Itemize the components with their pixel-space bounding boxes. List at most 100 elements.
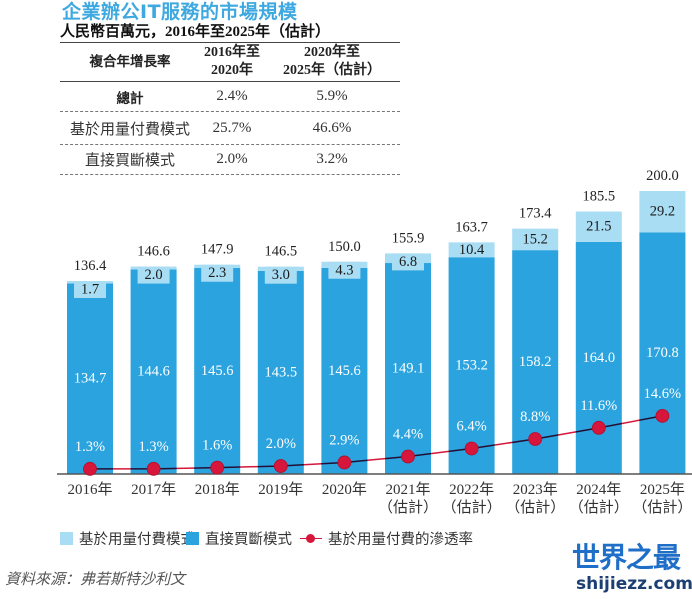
direct-purchase-value-label: 149.1	[392, 361, 425, 377]
penetration-rate-point	[591, 420, 606, 435]
bar-direct-purchase	[639, 232, 686, 474]
x-tick-label: 2017年	[131, 481, 176, 498]
row-value-period-1: 25.7%	[212, 119, 252, 136]
direct-purchase-value-label: 145.6	[328, 363, 361, 379]
direct-purchase-value-label: 134.7	[74, 371, 107, 387]
bar-direct-purchase	[257, 270, 304, 474]
table-row-total: 總計 2.4% 5.9%	[60, 82, 400, 112]
usage-based-value-label: 10.4	[459, 242, 485, 258]
labels-layer: 136.4 1.7 134.7 1.3% 146.6 2.0 144.6 1.3% 147.9 2…	[74, 168, 681, 455]
total-value-label: 146.6	[137, 244, 170, 260]
x-tick-label: 2023年	[513, 481, 558, 498]
legend-label: 基於用量付費模式	[79, 531, 195, 548]
cagr-table-header: 複合年增長率 2016年至 2020年 2020年至 2025年（估計）	[60, 43, 400, 82]
x-tick-label: 2022年	[449, 481, 494, 498]
bar-direct-purchase	[448, 257, 495, 474]
penetration-rate-point	[401, 449, 415, 464]
x-tick-label: 2020年	[322, 481, 367, 498]
legend-item-usage-based: 基於用量付費模式	[60, 528, 195, 548]
table-row-usage-based: 基於用量付費模式 25.7% 46.6%	[60, 112, 400, 145]
source-note: 資料來源：弗若斯特沙利文	[5, 572, 186, 588]
direct-purchase-value-label: 145.6	[201, 363, 234, 379]
legend-swatch-light-blue	[60, 531, 73, 545]
cagr-table: 複合年增長率 2016年至 2020年 2020年至 2025年（估計） 總計 …	[60, 42, 400, 175]
header-period-2: 2020年至 2025年（估計）	[264, 44, 400, 80]
bar-usage-based	[639, 191, 686, 233]
penetration-line-layer	[83, 408, 670, 476]
watermark-url: shijiezz.com	[576, 574, 692, 594]
bars-layer	[67, 191, 686, 474]
penetration-rate-label: 2.9%	[329, 432, 359, 448]
usage-label-box	[328, 261, 361, 279]
usage-based-value-label: 1.7	[81, 281, 99, 297]
watermark-brand: 世界之最	[572, 541, 681, 574]
usage-based-value-label: 2.3	[208, 265, 226, 281]
total-value-label: 173.4	[519, 206, 552, 222]
penetration-rate-point	[464, 441, 479, 456]
row-value-period-1: 2.0%	[216, 151, 248, 167]
x-tick-note: （估計）	[632, 499, 692, 516]
penetration-rate-line	[90, 415, 663, 470]
usage-label-box	[137, 266, 170, 284]
direct-purchase-value-label: 144.6	[137, 364, 170, 380]
penetration-rate-point	[337, 455, 352, 470]
penetration-rate-point	[655, 408, 670, 423]
legend: 基於用量付費模式 直接買斷模式 基於用量付費的滲透率	[60, 528, 540, 548]
bar-direct-purchase	[130, 269, 177, 474]
legend-label: 基於用量付費的滲透率	[328, 531, 473, 548]
usage-label-box	[392, 253, 424, 271]
usage-label-box	[74, 280, 106, 298]
usage-based-value-label: 3.0	[272, 267, 290, 283]
usage-label-box	[264, 266, 297, 284]
x-tick-label: 2018年	[195, 481, 240, 498]
row-value-period-2: 46.6%	[312, 119, 352, 136]
penetration-rate-point	[273, 459, 288, 473]
total-value-label: 155.9	[392, 230, 425, 246]
bar-direct-purchase	[575, 241, 622, 474]
usage-based-value-label: 21.5	[586, 219, 611, 235]
row-label: 總計	[116, 90, 144, 107]
legend-label: 直接買斷模式	[205, 531, 292, 548]
legend-swatch-blue	[186, 531, 199, 545]
penetration-rate-label: 11.6%	[580, 398, 617, 414]
x-axis-labels: 2016年 2017年 2018年 2019年 2020年 2021年（估計）2022年（…	[67, 481, 692, 516]
penetration-rate-label: 1.3%	[75, 439, 105, 455]
legend-item-direct-purchase: 直接買斷模式	[186, 528, 292, 548]
penetration-rate-point	[83, 461, 97, 476]
direct-purchase-value-label: 153.2	[455, 358, 488, 374]
table-row-direct-purchase: 直接買斷模式 2.0% 3.2%	[60, 145, 400, 175]
chart-title: 企業辦公IT服務的市場規模	[62, 1, 298, 23]
header-period-1-line2: 2020年	[211, 63, 253, 78]
chart-subtitle: 人民幣百萬元，2016年至2025年（估計）	[60, 24, 331, 40]
bar-usage-based	[512, 228, 559, 251]
total-value-label: 150.0	[328, 239, 361, 255]
usage-based-value-label: 4.3	[335, 262, 353, 278]
total-value-label: 163.7	[455, 219, 488, 235]
penetration-rate-label: 8.8%	[520, 409, 550, 425]
usage-based-value-label: 6.8	[399, 254, 417, 270]
legend-item-penetration-rate: 基於用量付費的滲透率	[300, 528, 473, 548]
bar-direct-purchase	[67, 283, 113, 474]
usage-based-value-label: 15.2	[523, 231, 548, 247]
penetration-rate-label: 1.3%	[138, 439, 168, 455]
row-value-period-2: 5.9%	[316, 88, 348, 104]
total-value-label: 136.4	[74, 258, 107, 274]
row-value-period-1: 2.4%	[216, 88, 248, 104]
row-label: 基於用量付費模式	[69, 121, 190, 138]
total-value-label: 146.5	[264, 244, 297, 260]
x-tick-label: 2019年	[258, 481, 303, 498]
x-tick-note: （估計）	[505, 499, 565, 516]
penetration-rate-label: 14.6%	[644, 386, 681, 402]
penetration-rate-label: 6.4%	[456, 419, 486, 435]
total-value-label: 185.5	[582, 189, 615, 205]
direct-purchase-value-label: 164.0	[582, 350, 615, 366]
bar-usage-based	[575, 211, 622, 242]
usage-label-box	[201, 264, 234, 282]
penetration-rate-label: 4.4%	[393, 426, 423, 442]
total-value-label: 200.0	[646, 168, 679, 184]
x-tick-label: 2025年	[640, 481, 685, 498]
penetration-rate-point	[210, 460, 225, 475]
x-tick-note: （估計）	[569, 499, 629, 516]
